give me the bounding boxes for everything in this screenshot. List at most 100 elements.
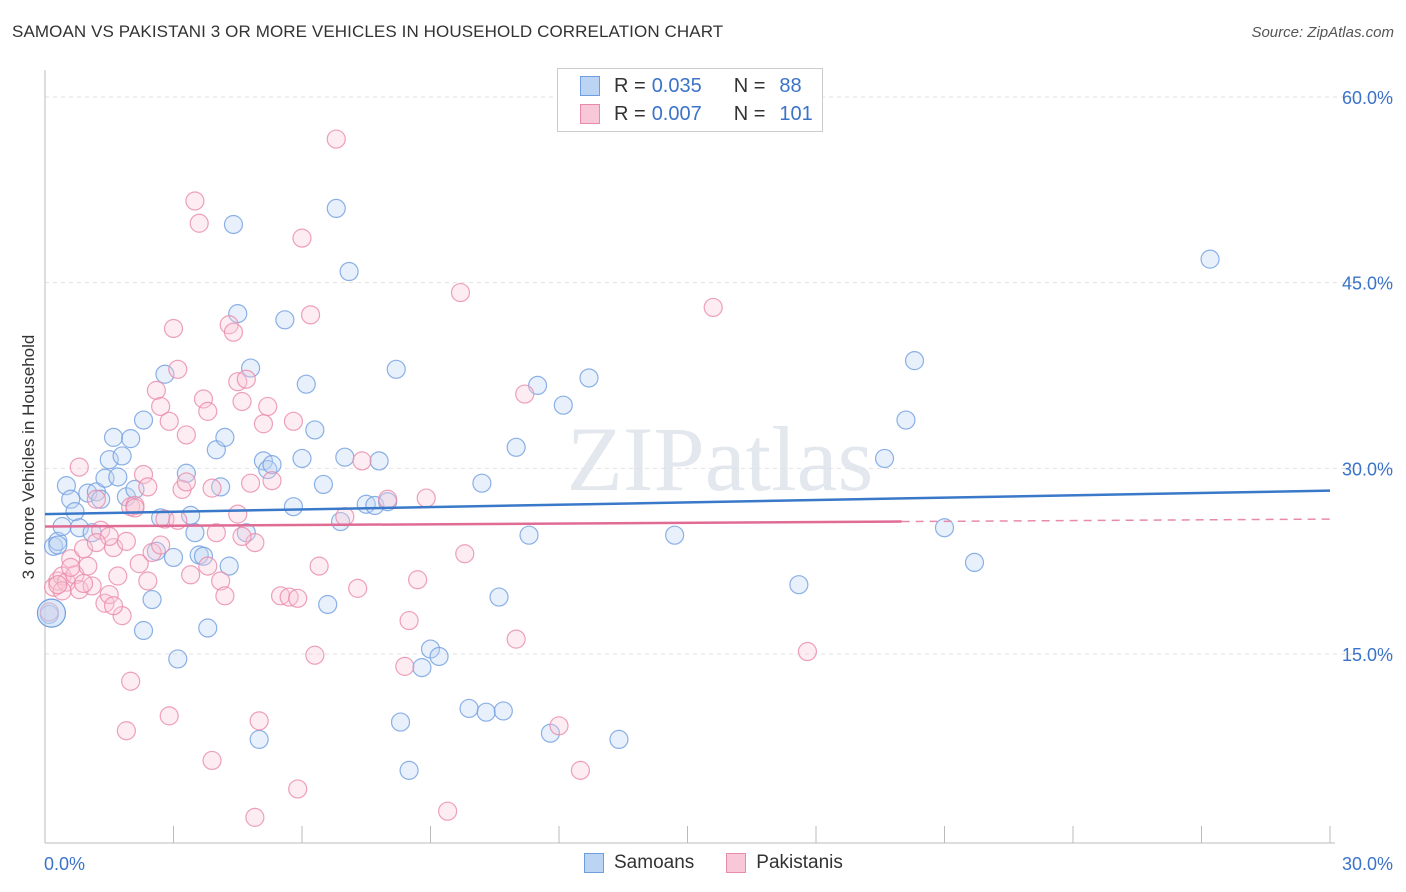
source-label: Source: ZipAtlas.com	[1251, 24, 1394, 41]
axes	[44, 70, 1335, 844]
point-pakistanis	[232, 391, 252, 412]
point-pakistanis	[176, 472, 196, 492]
point-samoans	[133, 410, 154, 430]
point-pakistanis	[181, 565, 201, 585]
point-samoans	[65, 502, 85, 522]
point-samoans	[48, 535, 68, 555]
point-samoans	[112, 446, 132, 466]
point-samoans	[155, 364, 175, 384]
point-pakistanis	[151, 535, 171, 555]
point-pakistanis	[348, 578, 368, 598]
point-samoans	[219, 556, 239, 576]
point-pakistanis	[211, 571, 231, 591]
point-pakistanis	[408, 570, 428, 590]
bottom-legend-label: Samoans	[614, 852, 695, 873]
point-pakistanis	[133, 464, 154, 485]
point-pakistanis	[438, 801, 458, 821]
legend-swatch-pakistanis	[580, 104, 600, 124]
point-pakistanis	[108, 566, 128, 586]
data-points	[36, 129, 1220, 827]
point-pakistanis	[570, 760, 591, 780]
point-samoans	[61, 489, 81, 509]
trend-line-samoans	[44, 489, 1331, 516]
point-pakistanis	[241, 473, 261, 493]
point-samoans	[163, 547, 184, 568]
point-samoans	[553, 395, 573, 415]
point-samoans	[335, 447, 355, 467]
point-pakistanis	[245, 807, 265, 827]
point-pakistanis	[253, 414, 274, 434]
point-samoans	[198, 618, 218, 638]
point-samoans	[241, 358, 261, 378]
point-pakistanis	[163, 318, 184, 339]
point-pakistanis	[262, 471, 282, 491]
chart-title: SAMOAN VS PAKISTANI 3 OR MORE VEHICLES I…	[12, 22, 724, 41]
y-tick-label: 15.0%	[1342, 645, 1393, 665]
point-pakistanis	[455, 544, 475, 564]
point-pakistanis	[326, 129, 346, 149]
point-pakistanis	[283, 411, 304, 431]
legend-r-value: 0.035	[651, 74, 702, 97]
point-pakistanis	[515, 384, 535, 404]
point-pakistanis	[258, 396, 278, 417]
point-samoans	[472, 473, 492, 493]
x-tick-label: 30.0%	[1342, 854, 1393, 874]
point-samoans	[275, 310, 295, 330]
point-samoans	[874, 448, 895, 469]
point-pakistanis	[228, 504, 248, 524]
point-samoans	[390, 712, 411, 732]
point-samoans	[249, 729, 269, 750]
legend-n-label: N =	[733, 74, 766, 97]
point-samoans	[386, 359, 406, 379]
point-pakistanis	[198, 401, 218, 421]
point-pakistanis	[399, 610, 419, 631]
legend-r-value: 0.007	[651, 102, 702, 125]
point-pakistanis	[202, 478, 222, 498]
legend-swatch-samoans	[580, 76, 600, 96]
point-pakistanis	[309, 556, 329, 576]
legend-n-label: N =	[733, 102, 766, 125]
point-samoans	[399, 760, 419, 780]
point-pakistanis	[305, 645, 325, 665]
point-pakistanis	[61, 557, 81, 577]
point-pakistanis	[223, 322, 244, 342]
y-tick-label: 60.0%	[1342, 88, 1393, 108]
point-pakistanis	[116, 721, 136, 741]
point-pakistanis	[416, 488, 436, 508]
point-pakistanis	[73, 573, 94, 594]
y-tick-label: 45.0%	[1342, 274, 1393, 294]
point-samoans	[262, 455, 282, 475]
watermark: ZIPatlas	[567, 408, 874, 510]
point-pakistanis	[125, 498, 145, 518]
point-pakistanis	[69, 457, 89, 477]
point-samoans	[185, 523, 205, 543]
point-pakistanis	[300, 305, 321, 325]
x-tick-label: 0.0%	[44, 854, 85, 874]
point-samoans	[369, 451, 389, 471]
y-axis-label: 3 or more Vehicles in Household	[19, 335, 38, 580]
bottom-legend-swatch-samoans	[584, 853, 604, 873]
bottom-legend: Samoans Pakistanis	[584, 852, 875, 874]
point-samoans	[789, 575, 809, 595]
point-pakistanis	[378, 489, 398, 509]
point-samoans	[579, 368, 599, 388]
point-samoans	[904, 351, 925, 371]
point-samoans	[99, 450, 119, 470]
bottom-legend-swatch-pakistanis	[726, 853, 747, 873]
point-pakistanis	[506, 629, 526, 649]
legend-n-value: 88	[779, 74, 802, 97]
point-pakistanis	[193, 389, 214, 409]
point-pakistanis	[292, 228, 312, 248]
point-samoans	[429, 646, 449, 667]
point-pakistanis	[450, 282, 471, 303]
point-pakistanis	[138, 571, 158, 591]
point-pakistanis	[176, 425, 196, 445]
point-pakistanis	[78, 556, 98, 576]
point-samoans	[476, 702, 496, 722]
point-samoans	[665, 525, 685, 545]
point-pakistanis	[103, 596, 124, 616]
tick-labels: 15.0% 30.0% 45.0% 60.0% 0.0% 30.0%	[44, 88, 1393, 874]
point-samoans	[296, 374, 316, 394]
point-pakistanis	[288, 588, 308, 608]
